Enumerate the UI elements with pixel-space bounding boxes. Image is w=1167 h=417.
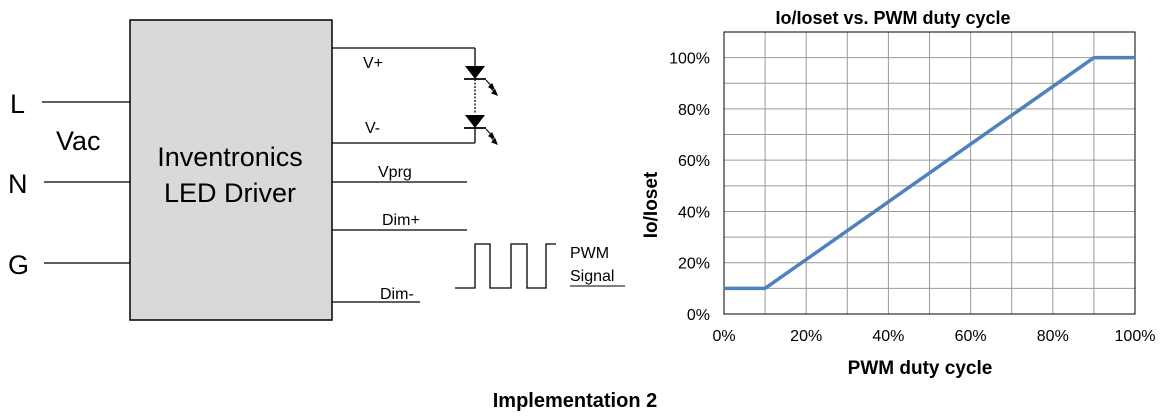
y-tick-label: 80% <box>678 102 710 119</box>
y-tick-label: 20% <box>678 256 710 273</box>
label-vac: Vac <box>56 126 101 156</box>
y-tick-labels: 0% 20% 40% 60% 80% 100% <box>669 51 710 324</box>
driver-label-line1: Inventronics <box>157 142 303 172</box>
plot-area-border <box>723 31 1136 315</box>
label-v-minus: V- <box>365 120 380 137</box>
duty-cycle-chart: Io/Ioset vs. PWM duty cycle 0% 20% 40% 60% 8… <box>641 8 1155 379</box>
light-emission-icon <box>485 79 498 145</box>
pwm-waveform <box>455 243 556 289</box>
x-tick-label: 80% <box>1037 328 1069 345</box>
driver-label-line2: LED Driver <box>164 178 296 208</box>
led-diode-icon <box>465 66 485 79</box>
y-tick-label: 60% <box>678 153 710 170</box>
pwm-label-line1: PWM <box>570 245 609 262</box>
y-tick-label: 40% <box>678 204 710 221</box>
label-ground: G <box>8 250 29 280</box>
y-axis-label: Io/Ioset <box>641 171 662 238</box>
y-tick-label: 100% <box>669 51 710 68</box>
chart-grid <box>724 32 1135 314</box>
x-tick-label: 0% <box>712 328 735 345</box>
y-tick-label: 0% <box>687 307 710 324</box>
label-dim-plus: Dim+ <box>382 212 420 229</box>
series-line <box>724 55 1135 291</box>
x-tick-label: 20% <box>790 328 822 345</box>
pwm-label-line2: Signal <box>570 268 614 285</box>
chart-title: Io/Ioset vs. PWM duty cycle <box>775 8 1010 28</box>
x-tick-label: 40% <box>872 328 904 345</box>
label-dim-minus: Dim- <box>380 286 414 303</box>
x-tick-label: 60% <box>955 328 987 345</box>
x-axis-label: PWM duty cycle <box>848 358 993 379</box>
label-v-plus: V+ <box>363 55 383 72</box>
label-live: L <box>10 89 25 119</box>
led-string <box>464 48 498 145</box>
label-neutral: N <box>8 169 28 199</box>
label-vprg: Vprg <box>378 164 412 181</box>
led-diode-icon <box>465 115 485 128</box>
x-tick-labels: 0% 20% 40% 60% 80% 100% <box>712 328 1155 345</box>
circuit-diagram: L N G Vac Inventronics LED Driver V+ V- … <box>8 19 625 321</box>
figure-caption: Implementation 2 <box>493 390 657 412</box>
led-driver-box <box>129 19 333 321</box>
x-tick-label: 100% <box>1115 328 1156 345</box>
